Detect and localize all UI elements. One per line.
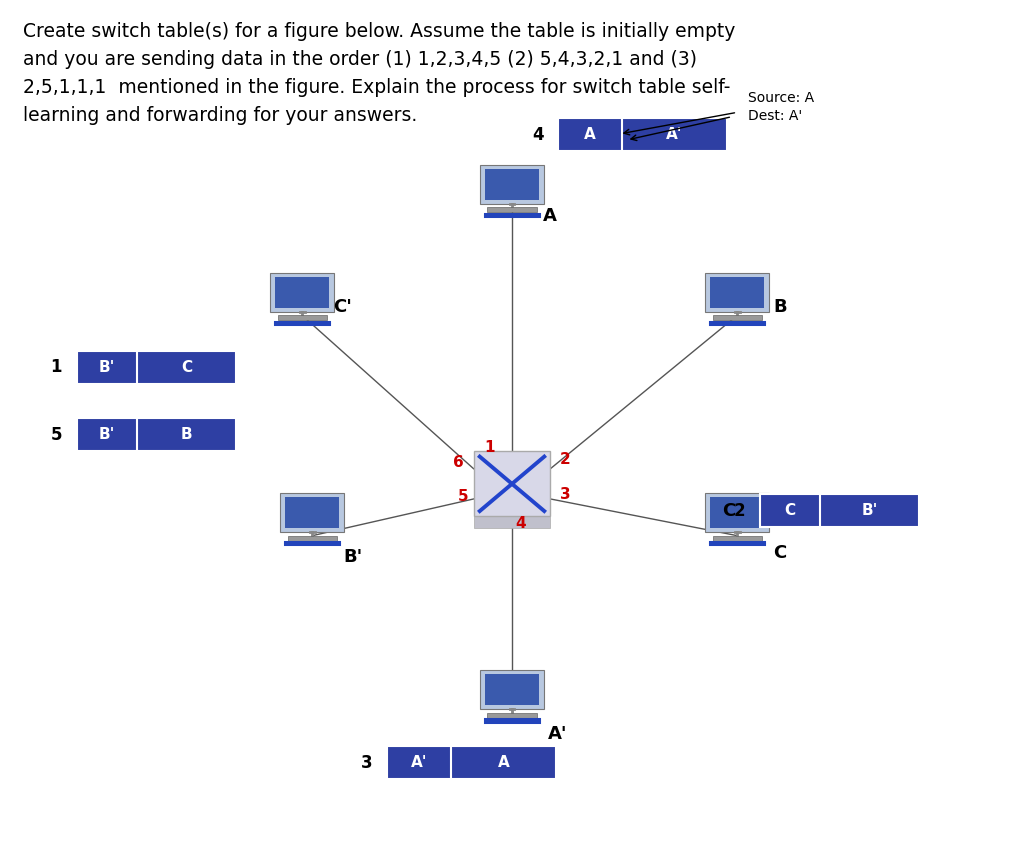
Bar <box>706 273 769 312</box>
Bar <box>487 207 537 213</box>
Bar <box>275 276 329 308</box>
Bar <box>387 746 556 779</box>
Text: 1: 1 <box>50 359 62 376</box>
Text: C: C <box>181 359 191 375</box>
Bar <box>487 713 537 718</box>
Text: 3: 3 <box>560 486 570 502</box>
Text: 1: 1 <box>484 440 495 455</box>
Text: A: A <box>543 207 557 225</box>
Bar <box>760 494 919 527</box>
Bar <box>480 670 544 709</box>
Bar <box>558 118 727 151</box>
Bar <box>713 315 762 321</box>
Bar <box>473 451 551 516</box>
Bar <box>485 168 539 200</box>
Bar <box>558 118 727 151</box>
Text: B': B' <box>98 359 115 375</box>
Bar <box>281 493 344 532</box>
Text: B: B <box>773 298 786 315</box>
Bar <box>77 418 236 451</box>
Text: B': B' <box>861 503 878 518</box>
Text: C: C <box>723 502 735 519</box>
Text: 2: 2 <box>733 502 745 519</box>
Text: Create switch table(s) for a figure below. Assume the table is initially empty
a: Create switch table(s) for a figure belo… <box>23 22 735 124</box>
Bar <box>713 536 762 541</box>
Bar <box>77 351 236 384</box>
Text: 5: 5 <box>50 426 62 443</box>
Text: A': A' <box>411 755 427 771</box>
Bar <box>480 165 544 204</box>
Text: A': A' <box>548 726 567 743</box>
Bar <box>711 276 764 308</box>
Bar <box>77 418 236 451</box>
Bar <box>286 497 339 528</box>
Text: A': A' <box>667 127 683 143</box>
Bar <box>387 746 556 779</box>
Bar <box>711 497 764 528</box>
Text: 4: 4 <box>515 516 525 531</box>
Text: B': B' <box>98 427 115 442</box>
Text: 3: 3 <box>360 754 373 772</box>
Text: 6: 6 <box>454 454 464 470</box>
Bar <box>706 493 769 532</box>
Text: B': B' <box>343 549 362 566</box>
Text: 5: 5 <box>458 489 468 505</box>
Bar <box>288 536 337 541</box>
Text: C': C' <box>333 298 351 315</box>
Bar <box>270 273 334 312</box>
Bar <box>473 517 551 528</box>
Text: 2: 2 <box>560 452 570 467</box>
Text: Source: A
Dest: A': Source: A Dest: A' <box>748 91 814 124</box>
Bar <box>485 674 539 705</box>
Text: C: C <box>773 544 786 562</box>
Text: 4: 4 <box>531 126 544 143</box>
Text: A: A <box>498 755 510 771</box>
Text: C: C <box>784 503 796 518</box>
Bar <box>278 315 327 321</box>
Bar <box>760 494 919 527</box>
Text: B: B <box>180 427 193 442</box>
Bar <box>77 351 236 384</box>
Text: A: A <box>585 127 596 143</box>
